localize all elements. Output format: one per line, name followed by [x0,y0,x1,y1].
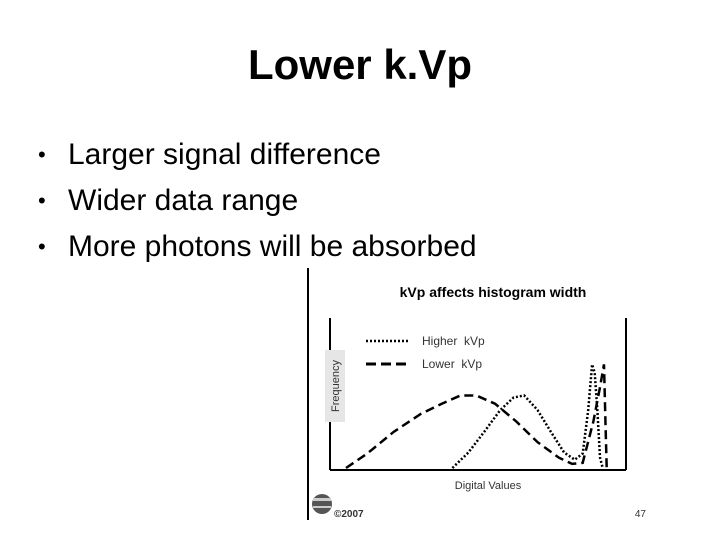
series-line-lower-kvp [345,364,608,470]
bullet-dot-icon: • [38,234,46,259]
bullet-dot-icon: • [38,142,46,167]
chart-title: kVp affects histogram width [400,284,587,300]
histogram-figure: kVp affects histogram width Frequency Di… [306,268,660,522]
y-axis-label: Frequency [330,360,342,412]
bullet-text: Wider data range [68,184,299,217]
x-axis-label: Digital Values [455,480,522,492]
bullet-item: • Larger signal difference [38,132,477,178]
y-axis-label-bg [325,350,345,422]
bullet-text: More photons will be absorbed [68,230,477,263]
bullet-item: • Wider data range [38,178,477,224]
series-line-higher-kvp [451,364,604,469]
bullet-list: • Larger signal difference • Wider data … [38,132,477,270]
bullet-dot-icon: • [38,188,46,213]
legend-label-lower-kvp: Lower kVp [422,357,482,371]
bullet-item: • More photons will be absorbed [38,224,477,270]
footer-page-number: 47 [635,509,647,520]
footer-copyright: ©2007 [334,509,364,520]
bullet-text: Larger signal difference [68,138,381,171]
slide-title: Lower k.Vp [247,41,473,88]
university-seal-icon [312,494,332,514]
histogram-chart: kVp affects histogram width Frequency Di… [307,268,647,520]
legend-label-higher-kvp: Higher kVp [422,334,485,348]
chart-legend: Higher kVp Lower kVp [366,334,485,371]
